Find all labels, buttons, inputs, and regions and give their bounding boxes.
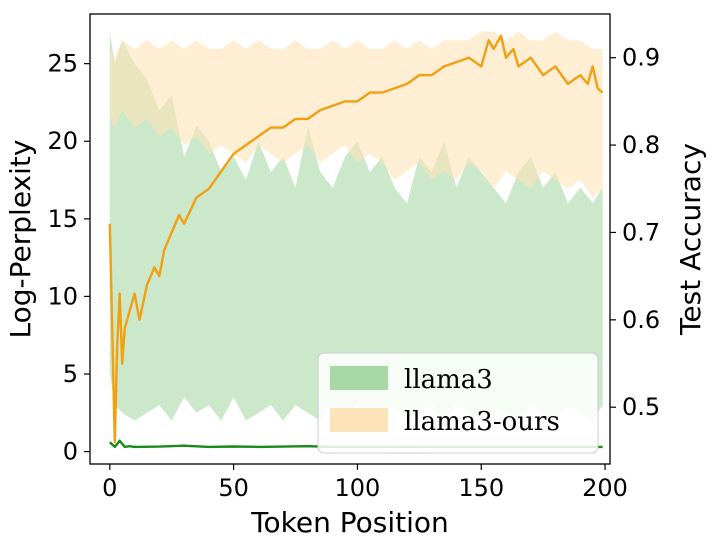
y-left-axis-title: Log-Perplexity	[4, 140, 37, 339]
legend-swatch-llama3	[330, 366, 388, 390]
y-right-tick-label: 0.8	[622, 131, 660, 159]
y-left-tick-label: 20	[47, 127, 78, 155]
y-left-tick-label: 5	[63, 360, 78, 388]
y-left-tick-label: 10	[47, 282, 78, 310]
plot-frame	[89, 13, 611, 465]
legend-label-llama3-ours: llama3-ours	[404, 407, 560, 437]
y-left-tick-label: 25	[47, 50, 78, 78]
band-llama3-ours	[109, 31, 603, 198]
band-llama3	[109, 32, 603, 421]
x-axis-title: Token Position	[250, 506, 449, 539]
line-llama3-ours	[108, 34, 604, 444]
y-right-tick-label: 0.9	[622, 44, 660, 72]
x-tick-label: 0	[102, 474, 117, 502]
x-tick-label: 50	[218, 474, 249, 502]
y-right-tick-label: 0.5	[622, 393, 660, 421]
y-right-axis-title: Test Accuracy	[674, 143, 707, 336]
legend-label-llama3: llama3	[404, 365, 493, 395]
legend-swatch-llama3-ours	[330, 408, 388, 432]
x-tick-label: 100	[335, 474, 381, 502]
y-right-tick-label: 0.7	[622, 218, 660, 246]
y-right-tick-label: 0.6	[622, 306, 660, 334]
y-left-tick-label: 0	[63, 438, 78, 466]
x-tick-label: 150	[458, 474, 504, 502]
y-left-tick-label: 15	[47, 205, 78, 233]
x-tick-label: 200	[582, 474, 628, 502]
legend: llama3 llama3-ours	[317, 352, 599, 454]
